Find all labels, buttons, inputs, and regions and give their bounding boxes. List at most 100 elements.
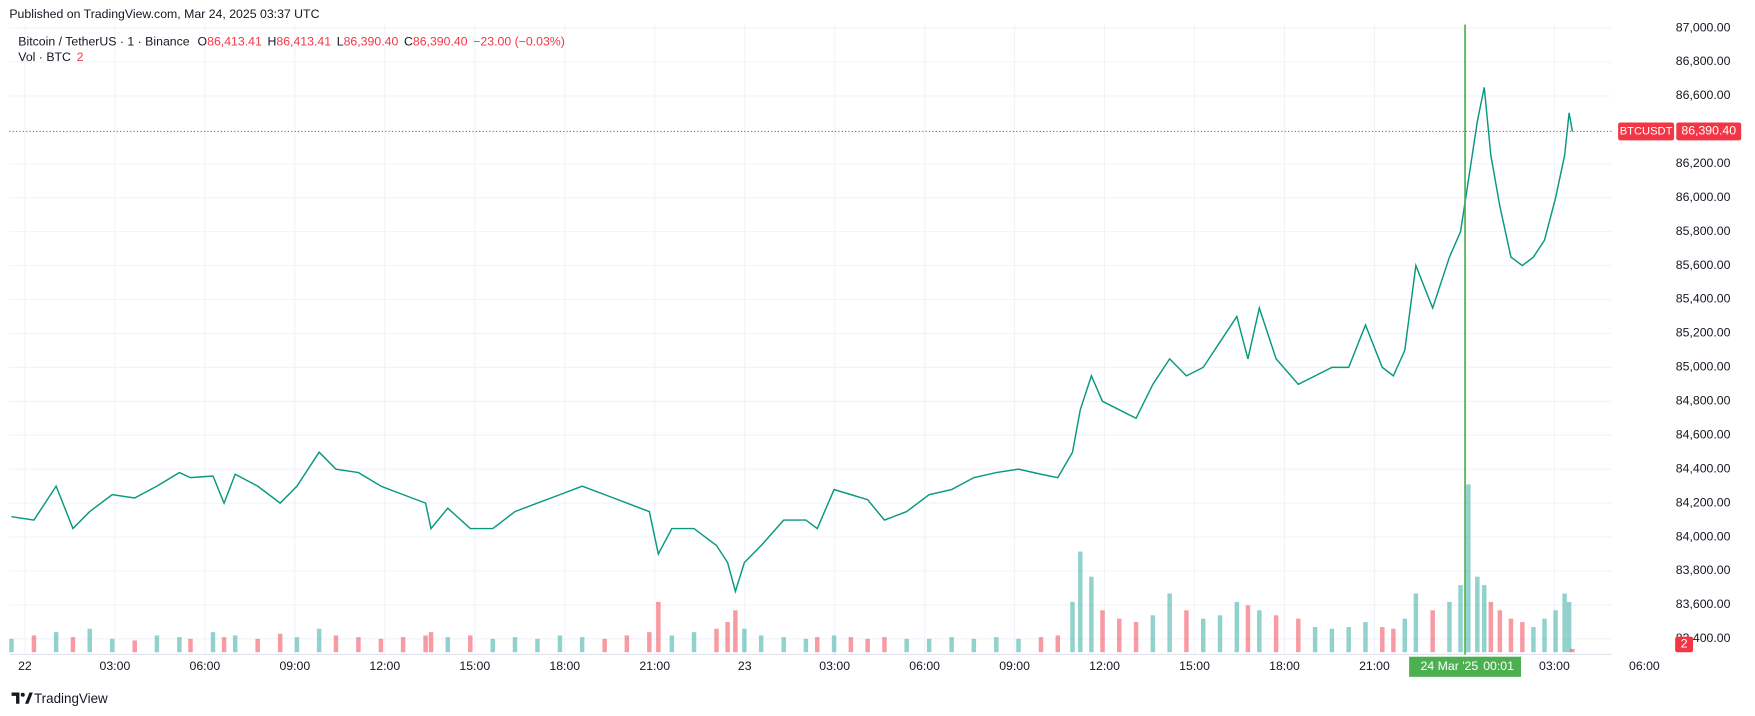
volume-bar [904,638,909,653]
o: 86,413.41 [207,35,262,49]
volume-bar [210,632,216,653]
volume-bar [1520,622,1525,653]
volume-bar [423,635,428,653]
volume-bar [1234,601,1240,653]
volume-bar [400,637,406,653]
volume-bar [109,638,115,653]
y-tick-label: 85,400.00 [1676,292,1731,306]
volume-bar [994,637,999,653]
volume-bar [154,635,160,653]
volume-bar [831,635,837,653]
x-tick-label: 22 [18,659,32,673]
volume-bar [669,635,675,653]
volume-bar [356,637,361,653]
o-label: O [198,35,208,49]
volume-bar [656,601,661,653]
volume-bar [579,637,585,653]
volume-bar [1038,637,1044,653]
volume-bar [1296,618,1301,653]
h-label: H [267,35,276,49]
volume-bar [1553,610,1558,653]
logo-icon [11,692,33,704]
volume-bar [1475,576,1480,653]
x-tick-label: 09:00 [999,659,1030,673]
x-tick-label: 15:00 [459,659,490,673]
volume-bar [445,637,451,653]
volume-bar [316,628,322,653]
volume-bar [557,635,563,653]
l: 86,390.40 [344,35,399,49]
x-tick-label: 06:00 [189,659,220,673]
y-tick-label: 84,800.00 [1676,394,1731,408]
volume-bar [742,628,747,653]
volume-bar [1570,648,1575,653]
x-tick-label: 03:00 [100,659,131,673]
volume-bar [9,638,14,653]
volume-bar [926,638,932,653]
volume-bar [949,637,954,653]
x-tick-label: 09:00 [279,659,310,673]
volume-bar [848,637,854,653]
legend: Bitcoin / TetherUS · 1 · Binance O86,413… [18,35,565,49]
y-tick-label: 84,000.00 [1676,529,1731,543]
volume-bar [1133,622,1139,653]
volume-bar [1458,585,1463,653]
price-line [11,87,1574,594]
volume-bar [1150,615,1156,653]
y-tick-label: 83,600.00 [1676,597,1731,611]
l-label: L [337,35,344,49]
volume-bar [1508,618,1514,653]
volume-bar [691,632,697,653]
volume-bar [1257,610,1262,653]
volume-bar [1167,593,1172,653]
volume-bar [132,640,137,653]
volume-bar [602,638,607,653]
volume-bar [1089,576,1094,653]
volume-bar [971,638,977,653]
volume-bar [70,637,76,653]
volume-bar [758,635,764,653]
volume-bar [188,638,193,653]
plot: 83,400.0083,600.0083,800.0084,000.0084,2… [9,20,1742,677]
volume-bar [1466,484,1471,653]
y-tick-label: 85,800.00 [1676,224,1731,238]
volume-bar [803,638,809,653]
x-tick-label: 23 [738,659,752,673]
volume-bar [1488,601,1494,653]
volume-bar [1402,618,1408,653]
x-tick-label: 03:00 [819,659,850,673]
symbol-label: BTCUSDT [1620,125,1673,137]
volume-bar [1312,627,1318,653]
x-tick-label: 18:00 [549,659,580,673]
volume-bar [87,628,92,653]
volume-bar [378,638,384,653]
symbol: Bitcoin / TetherUS · 1 · Binance [18,35,189,49]
volume-bar [1184,610,1189,653]
x-tick-label: 06:00 [909,659,940,673]
y-tick-label: 86,600.00 [1676,88,1731,102]
y-tick-label: 84,600.00 [1676,427,1731,441]
x-tick-label: 12:00 [369,659,400,673]
volume-bar [781,637,786,653]
volume-bar [1391,628,1396,653]
x-tick-label: 15:00 [1179,659,1210,673]
volume-bar [1363,622,1368,653]
volume-bar [1380,627,1385,653]
volume-bar [733,610,738,653]
volume-bar [1497,610,1503,653]
volume-bar [53,632,59,653]
x-tick-label: 21:00 [1359,659,1390,673]
volume-bar [255,638,260,653]
volume-bar [232,635,238,653]
volume-bar [1055,635,1061,653]
crosshair-date: 24 Mar '25 [1421,659,1479,673]
volume-bar [815,637,820,653]
volume-bar [468,635,473,653]
volume-bar [1413,593,1419,653]
volume-bar [512,637,518,653]
volume-bar [1447,601,1452,653]
volume-bar [221,637,227,653]
crosshair-box [1409,656,1521,677]
vol-last-label: 2 [1681,637,1688,651]
